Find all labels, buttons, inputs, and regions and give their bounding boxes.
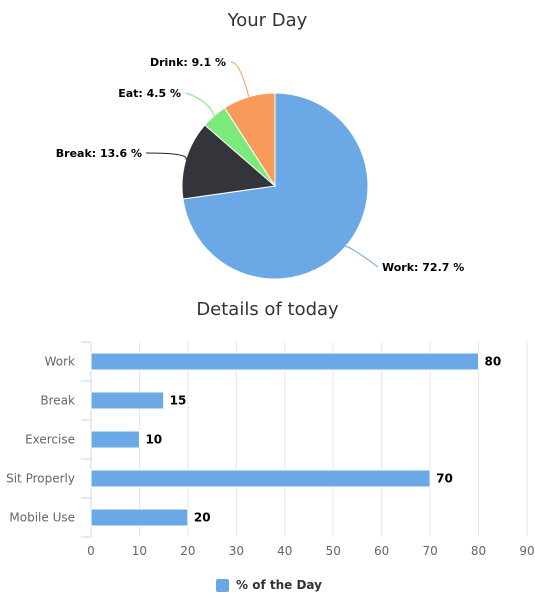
pie-label-break: Break: 13.6 %	[56, 147, 142, 160]
bar-chart-title: Details of today	[196, 299, 339, 320]
category-label: Sit Properly	[6, 472, 75, 486]
pie-connector-work	[344, 246, 379, 268]
bar-break[interactable]	[90, 391, 165, 410]
pie-chart-title: Your Day	[227, 10, 308, 31]
bar-chart: Work 80 Break 15 Exercise 10 Sit Properly 70 Mob…	[6, 341, 535, 558]
bar-value-label: 70	[436, 472, 453, 486]
value-tick-label: 40	[277, 544, 292, 558]
bar-mobile-use[interactable]	[90, 508, 189, 527]
pie-connector-drink	[230, 61, 250, 97]
category-label: Exercise	[25, 433, 75, 447]
pie-label-drink: Drink: 9.1 %	[150, 56, 226, 69]
legend-label: % of the Day	[236, 578, 322, 592]
pie-connector-eat	[185, 92, 215, 116]
bar-work[interactable]	[90, 352, 480, 371]
category-label: Work	[45, 355, 75, 369]
bar-value-label: 15	[170, 394, 187, 408]
category-label: Mobile Use	[9, 511, 75, 525]
bar-sit-properly[interactable]	[90, 469, 431, 488]
legend-swatch	[216, 578, 229, 592]
value-tick-label: 70	[422, 544, 437, 558]
pie-chart: Work: 72.7 % Break: 13.6 % Eat: 4.5 % Drink…	[56, 56, 464, 280]
bar-exercise[interactable]	[90, 430, 140, 449]
value-tick-label: 0	[87, 544, 95, 558]
pie-label-work: Work: 72.7 %	[382, 261, 464, 274]
value-tick-label: 60	[374, 544, 389, 558]
bar-value-label: 20	[194, 511, 211, 525]
value-tick-label: 10	[132, 544, 147, 558]
value-tick-label: 30	[229, 544, 244, 558]
pie-slice-drink[interactable]	[223, 92, 276, 188]
value-tick-label: 80	[471, 544, 486, 558]
bar-value-label: 80	[485, 355, 502, 369]
pie-connector-break	[145, 152, 187, 160]
value-tick-label: 50	[326, 544, 341, 558]
pie-label-eat: Eat: 4.5 %	[118, 87, 181, 100]
bar-chart-legend[interactable]: % of the Day	[216, 578, 322, 592]
bar-value-label: 10	[145, 433, 162, 447]
category-label: Break	[40, 394, 75, 408]
value-tick-label: 90	[519, 544, 534, 558]
value-tick-label: 20	[180, 544, 195, 558]
